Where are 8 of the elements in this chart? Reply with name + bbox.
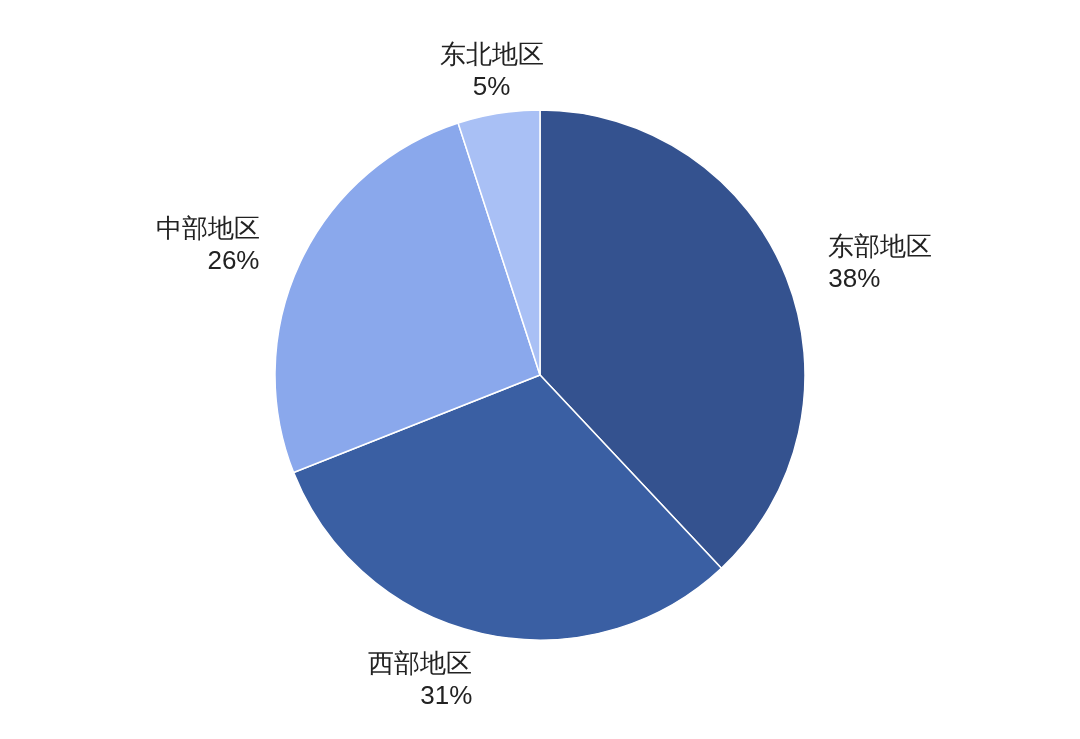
slice-label: 中部地区 (155, 213, 260, 244)
slice-label: 东部地区 (828, 230, 933, 261)
data-label: 5% (472, 70, 511, 101)
slice-label: 东北地区 (439, 38, 544, 69)
slice-label: 西部地区 (368, 647, 473, 678)
data-label: 31% (420, 679, 473, 710)
data-label: 26% (207, 245, 260, 276)
data-label: 38% (828, 262, 881, 293)
